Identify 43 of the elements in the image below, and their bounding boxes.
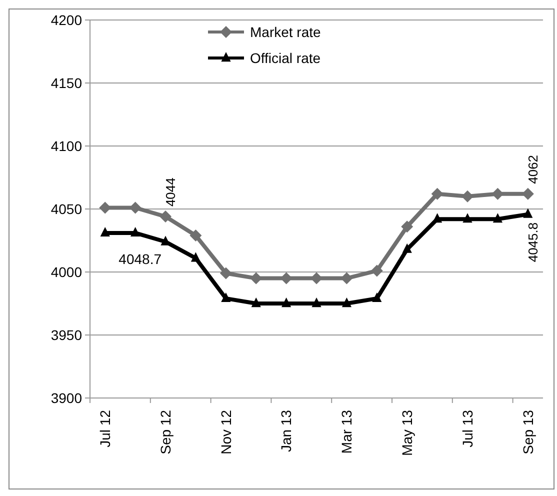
point [370, 264, 383, 277]
x-tick-label: Mar 13 [338, 410, 355, 454]
x-tick-label: May 13 [399, 410, 415, 456]
y-tick-label: 3950 [50, 326, 82, 343]
y-tick-label: 4100 [50, 138, 82, 154]
legend-label: Market rate [250, 24, 322, 40]
point [100, 226, 110, 237]
data-label: 4044 [163, 178, 178, 207]
x-tick-label: Jul 12 [97, 410, 113, 448]
x-tick-label: Sep 12 [157, 410, 174, 454]
y-tick-label: 4150 [50, 74, 82, 91]
point [462, 190, 474, 202]
point [251, 298, 261, 308]
y-tick-label: 4000 [50, 264, 82, 280]
data-label: 4062 [525, 154, 540, 184]
x-tick-label: Jul 13 [459, 410, 476, 448]
point [401, 220, 414, 233]
point [402, 243, 412, 253]
point [190, 229, 202, 242]
annotation: 4048.7 [118, 250, 162, 267]
data-label: 4045.8 [525, 222, 540, 262]
point [462, 213, 472, 223]
point [190, 252, 200, 262]
point [523, 208, 533, 218]
point [312, 298, 322, 308]
point [130, 226, 140, 237]
y-tick-label: 4050 [50, 200, 82, 217]
legend-label: Official rate [250, 50, 321, 66]
point [310, 272, 322, 284]
x-tick-label: Nov 12 [218, 410, 234, 454]
point [431, 188, 444, 200]
y-tick-label: 4200 [50, 12, 82, 28]
point [372, 292, 382, 302]
x-tick-label: Jan 13 [278, 410, 294, 452]
point [160, 210, 172, 223]
x-tick-label: Sep 13 [520, 410, 536, 454]
point [492, 213, 502, 223]
point [342, 298, 352, 308]
y-tick-label: 3900 [50, 390, 82, 406]
point [220, 267, 232, 280]
point [221, 292, 231, 302]
point [282, 298, 292, 308]
point [432, 213, 442, 223]
